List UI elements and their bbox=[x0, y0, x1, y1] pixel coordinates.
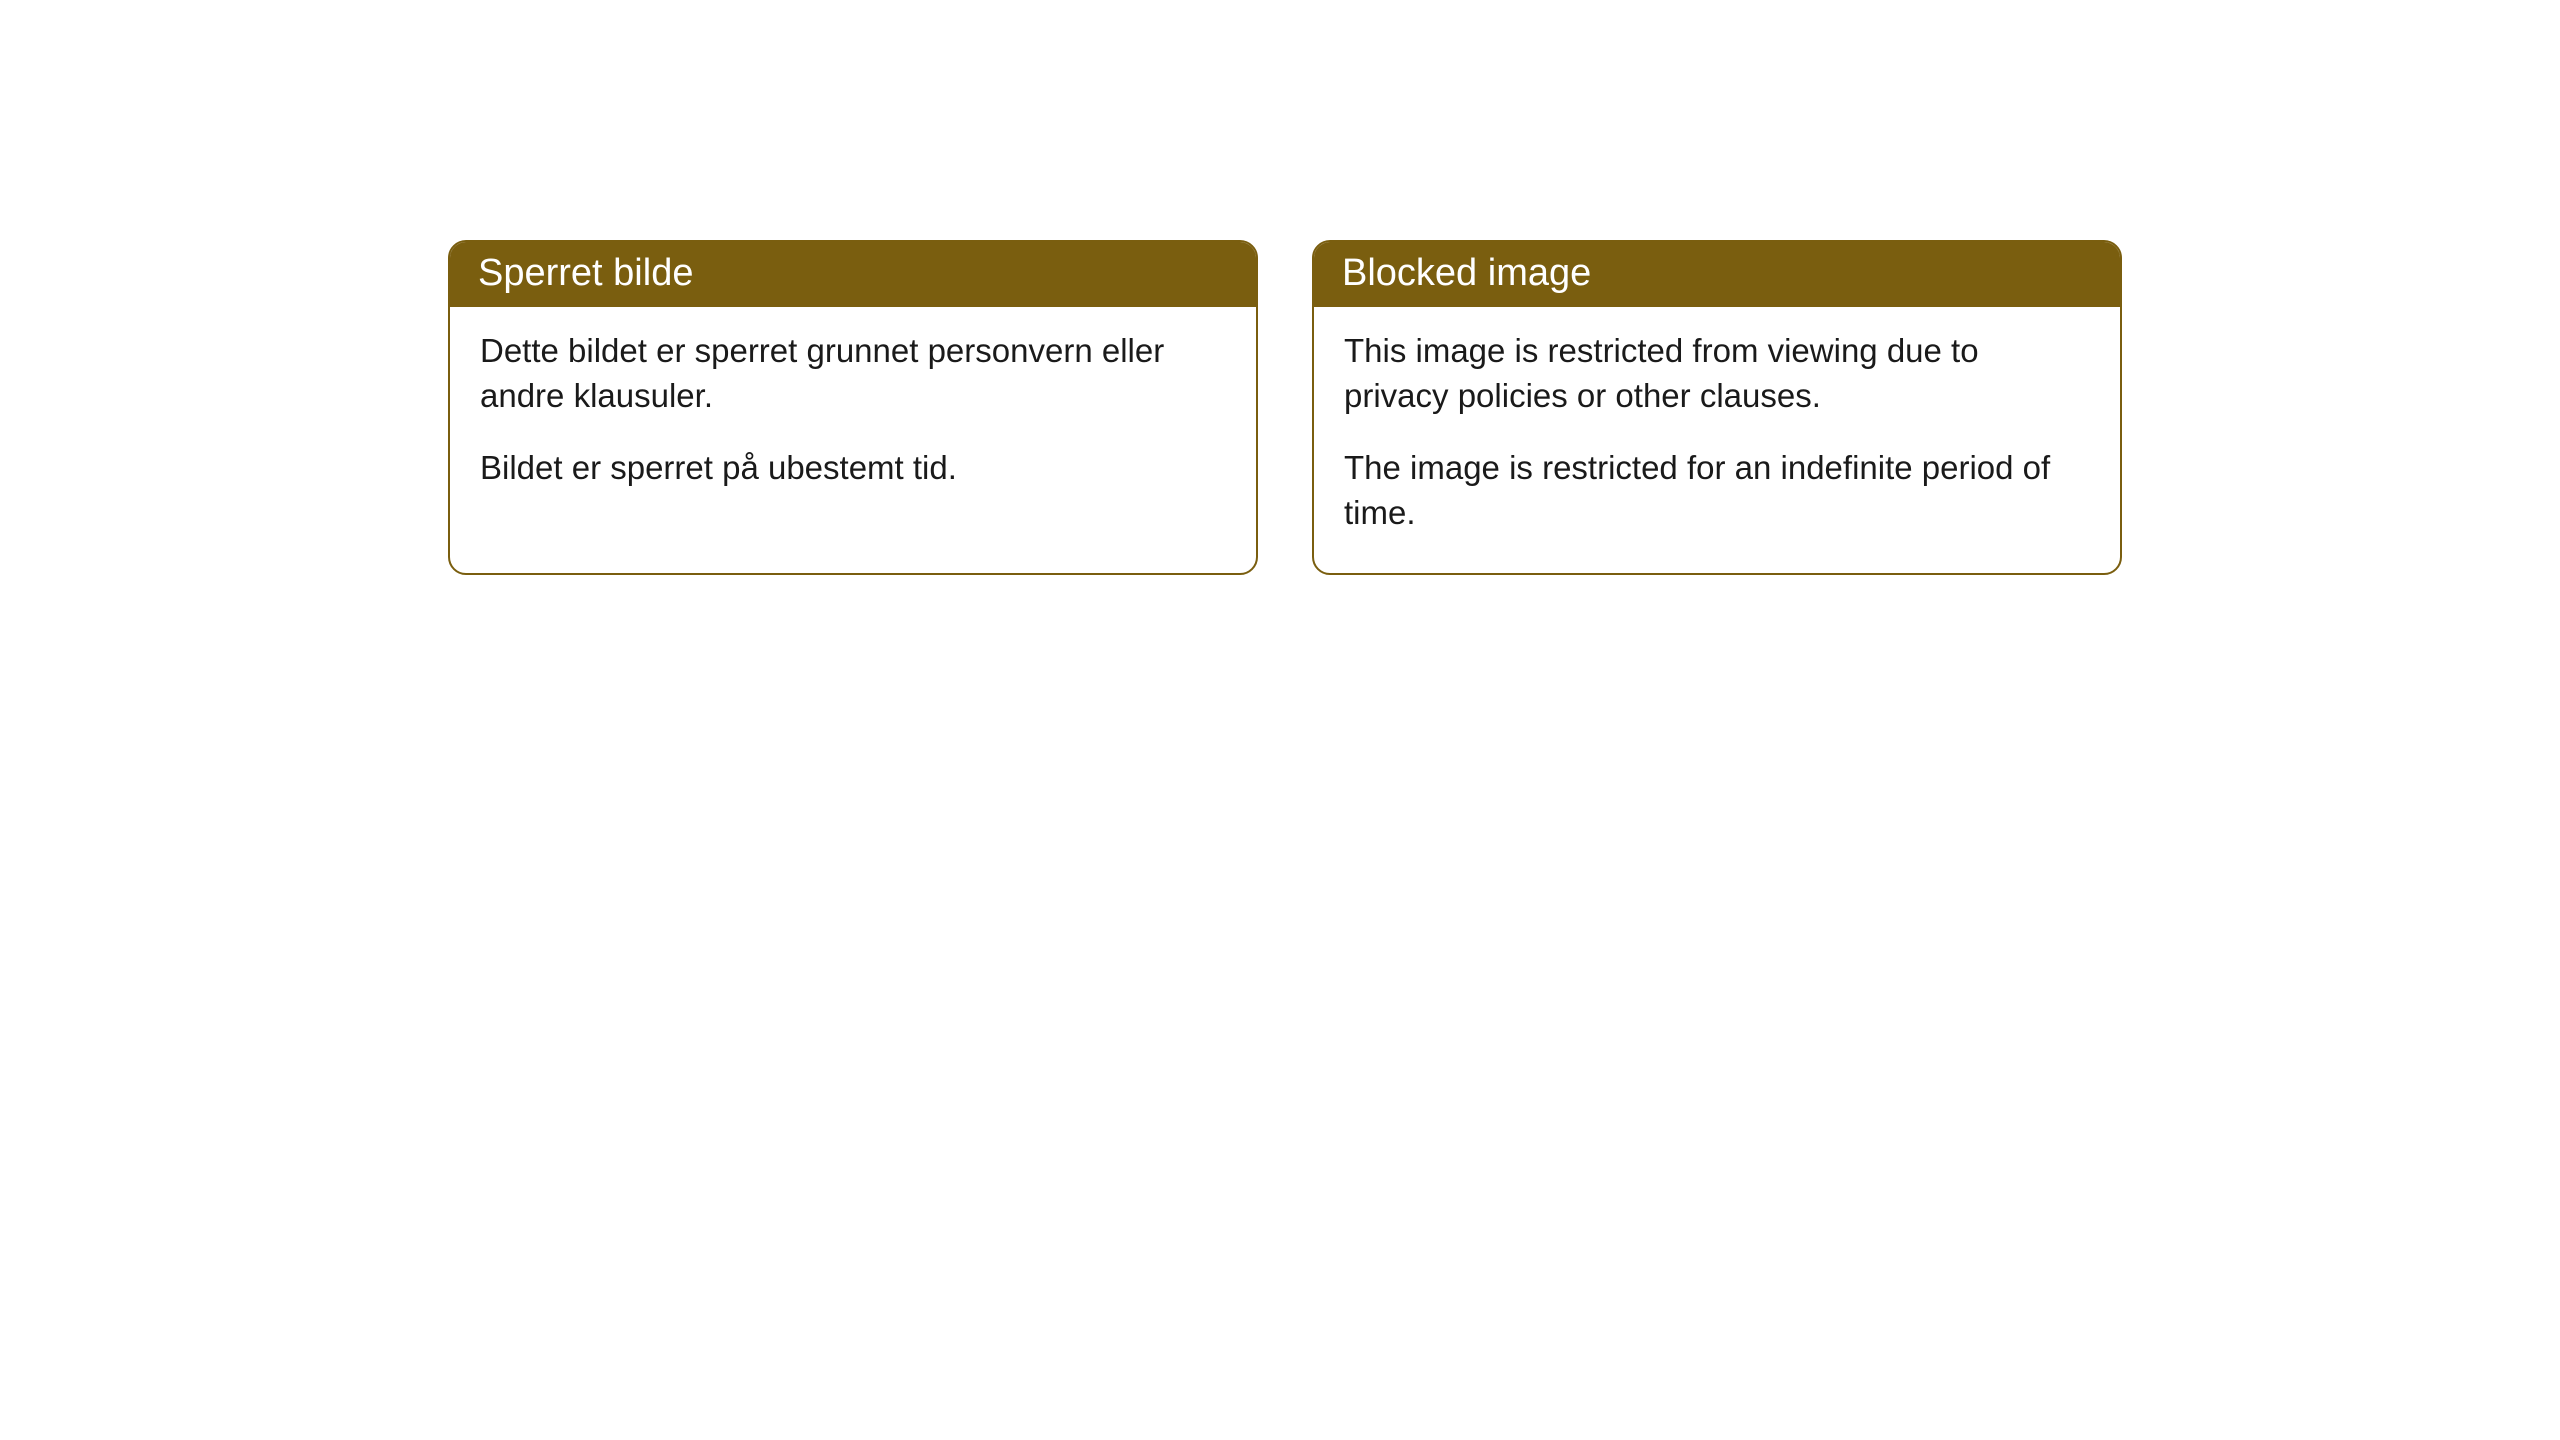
notice-paragraph: Dette bildet er sperret grunnet personve… bbox=[480, 329, 1226, 418]
notice-paragraph: Bildet er sperret på ubestemt tid. bbox=[480, 446, 1226, 491]
notice-body: Dette bildet er sperret grunnet personve… bbox=[450, 307, 1256, 529]
notice-title: Blocked image bbox=[1314, 242, 2120, 307]
notice-paragraph: This image is restricted from viewing du… bbox=[1344, 329, 2090, 418]
notice-card-english: Blocked image This image is restricted f… bbox=[1312, 240, 2122, 575]
notice-card-norwegian: Sperret bilde Dette bildet er sperret gr… bbox=[448, 240, 1258, 575]
notice-container: Sperret bilde Dette bildet er sperret gr… bbox=[448, 240, 2122, 575]
notice-body: This image is restricted from viewing du… bbox=[1314, 307, 2120, 573]
notice-paragraph: The image is restricted for an indefinit… bbox=[1344, 446, 2090, 535]
notice-title: Sperret bilde bbox=[450, 242, 1256, 307]
